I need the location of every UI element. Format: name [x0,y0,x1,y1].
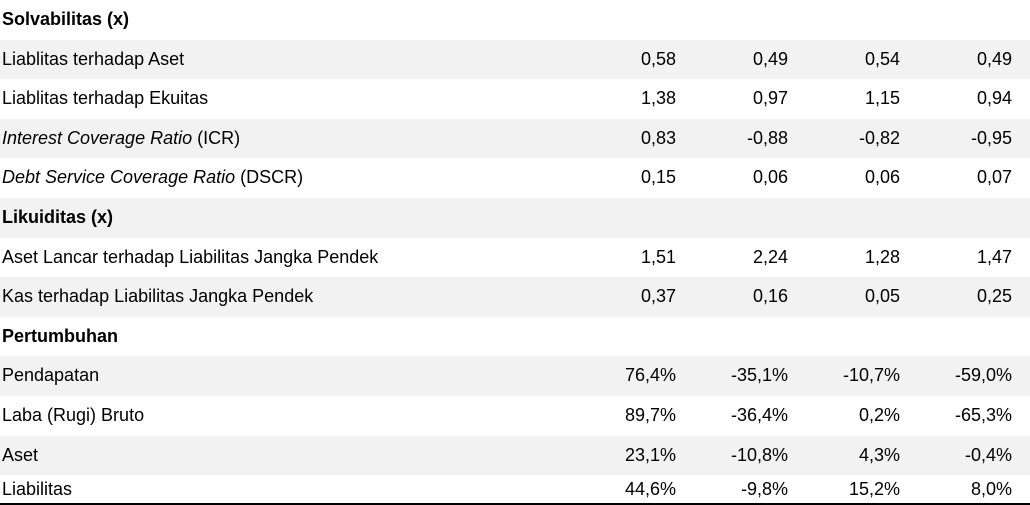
cell-value: 23,1% [580,435,692,476]
cell-value: 0,15 [640,167,676,188]
section-header-likuiditas: Likuiditas (x) [0,197,1030,238]
row-label-suffix: (DSCR) [235,167,304,188]
row-label: Aset Lancar terhadap Liabilitas Jangka P… [2,246,379,267]
cell-value: 89,7% [624,404,676,425]
cell-value: 0,54 [804,39,916,80]
cell-value: 0,49 [916,39,1030,80]
cell-value: 0,25 [916,277,1030,317]
cell-value: 0,58 [580,39,692,80]
cell-value: 0,37 [580,277,692,317]
cell-value: -59,0% [916,356,1030,396]
cell-value: 15,2% [804,475,916,505]
row-label: Kas terhadap Liabilitas Jangka Pendek [0,277,580,317]
cell-value: 0,97 [752,88,788,109]
table-row: Liablitas terhadap Aset 0,58 0,49 0,54 0… [0,39,1030,80]
section-title: Solvabilitas (x) [2,9,130,29]
row-label-italic: Interest Coverage Ratio [2,127,193,148]
cell-value: 8,0% [916,475,1030,505]
row-label-italic: Debt Service Coverage Ratio [2,167,236,188]
row-label: Laba (Rugi) Bruto [2,404,145,425]
table-row: Liablitas terhadap Ekuitas 1,38 0,97 1,1… [0,79,1030,119]
cell-value: 1,15 [864,88,900,109]
table-row: Debt Service Coverage Ratio (DSCR) 0,15 … [0,158,1030,198]
cell-value: 4,3% [804,435,916,476]
cell-value: 0,05 [804,277,916,317]
table-row: Laba (Rugi) Bruto 89,7% -36,4% 0,2% -65,… [0,396,1030,436]
cell-value: 0,94 [977,88,1013,109]
table-row: Pendapatan 76,4% -35,1% -10,7% -59,0% [0,356,1030,396]
section-header-pertumbuhan: Pertumbuhan [0,317,1030,357]
cell-value: -9,8% [692,475,804,505]
cell-value: 1,38 [640,88,676,109]
cell-value: 0,16 [692,277,804,317]
table-row: Liabilitas 44,6% -9,8% 15,2% 8,0% [0,475,1030,505]
cell-value: 0,49 [692,39,804,80]
cell-value: -0,95 [916,118,1030,159]
table-row: Interest Coverage Ratio (ICR) 0,83 -0,88… [0,118,1030,159]
row-label: Pendapatan [0,356,580,396]
cell-value: -10,8% [692,435,804,476]
cell-value: 0,06 [864,167,900,188]
section-title: Likuiditas (x) [0,197,1030,238]
cell-value: -0,88 [692,118,804,159]
section-title: Pertumbuhan [2,325,119,346]
row-label: Aset [0,435,580,476]
cell-value: -35,1% [692,356,804,396]
cell-value: -36,4% [730,404,788,425]
cell-value: -65,3% [955,404,1013,425]
cell-value: 1,51 [640,246,676,267]
table-row: Kas terhadap Liabilitas Jangka Pendek 0,… [0,277,1030,317]
row-label: Liabilitas [0,475,580,505]
row-label: Liablitas terhadap Ekuitas [2,88,209,109]
row-label-suffix: (ICR) [192,127,241,148]
cell-value: -10,7% [804,356,916,396]
row-label: Interest Coverage Ratio (ICR) [0,118,580,159]
cell-value: 2,24 [752,246,788,267]
cell-value: 0,83 [580,118,692,159]
cell-value: -0,82 [804,118,916,159]
cell-value: 1,28 [864,246,900,267]
row-label: Liablitas terhadap Aset [0,39,580,80]
table-row: Aset Lancar terhadap Liabilitas Jangka P… [0,238,1030,278]
section-header-solvabilitas: Solvabilitas (x) [0,0,1030,40]
cell-value: 1,47 [977,246,1013,267]
cell-value: 0,2% [858,404,900,425]
cell-value: 76,4% [580,356,692,396]
table-row: Aset 23,1% -10,8% 4,3% -0,4% [0,435,1030,476]
row-label: Debt Service Coverage Ratio (DSCR) [0,158,580,198]
cell-value: 0,06 [752,167,788,188]
cell-value: 0,07 [977,167,1013,188]
cell-value: 44,6% [580,475,692,505]
cell-value: -0,4% [916,435,1030,476]
